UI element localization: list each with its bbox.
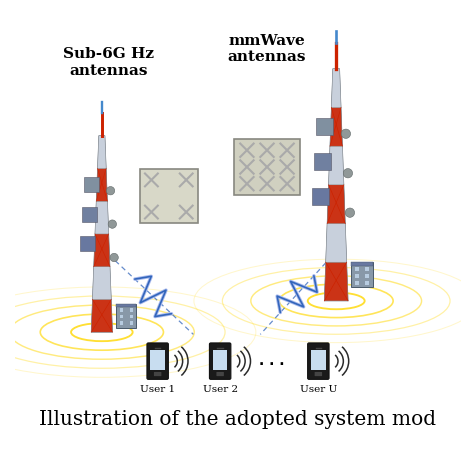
FancyBboxPatch shape: [119, 315, 123, 319]
FancyBboxPatch shape: [234, 140, 300, 195]
Text: Illustration of the adopted system mod: Illustration of the adopted system mod: [40, 409, 436, 428]
Polygon shape: [91, 136, 112, 332]
Polygon shape: [331, 69, 341, 108]
Polygon shape: [92, 267, 111, 300]
FancyBboxPatch shape: [147, 343, 169, 380]
FancyBboxPatch shape: [129, 315, 133, 319]
FancyBboxPatch shape: [116, 304, 137, 328]
FancyBboxPatch shape: [315, 372, 322, 376]
Polygon shape: [95, 202, 109, 235]
FancyBboxPatch shape: [209, 343, 231, 380]
Polygon shape: [328, 147, 344, 185]
Circle shape: [345, 208, 355, 218]
FancyBboxPatch shape: [116, 304, 137, 308]
Text: User U: User U: [300, 385, 337, 393]
Circle shape: [343, 169, 353, 179]
FancyBboxPatch shape: [314, 154, 331, 171]
FancyBboxPatch shape: [366, 281, 369, 285]
Polygon shape: [324, 262, 348, 301]
FancyBboxPatch shape: [119, 322, 123, 325]
Text: mmWave
antennas: mmWave antennas: [228, 34, 306, 64]
Circle shape: [106, 187, 115, 195]
FancyBboxPatch shape: [351, 262, 373, 266]
Text: Sub-6G Hz
antennas: Sub-6G Hz antennas: [63, 47, 154, 78]
FancyBboxPatch shape: [311, 350, 326, 370]
FancyBboxPatch shape: [213, 350, 228, 370]
FancyBboxPatch shape: [119, 308, 123, 312]
FancyBboxPatch shape: [366, 274, 369, 278]
Text: User 1: User 1: [140, 385, 175, 393]
Polygon shape: [96, 169, 108, 202]
FancyBboxPatch shape: [150, 350, 165, 370]
FancyBboxPatch shape: [82, 207, 97, 222]
FancyBboxPatch shape: [154, 372, 161, 376]
Polygon shape: [91, 300, 112, 332]
Circle shape: [108, 221, 117, 229]
FancyBboxPatch shape: [129, 308, 133, 312]
FancyBboxPatch shape: [355, 274, 359, 278]
FancyBboxPatch shape: [316, 119, 333, 136]
Text: . . .: . . .: [259, 354, 284, 368]
FancyBboxPatch shape: [129, 322, 133, 325]
Polygon shape: [94, 235, 110, 267]
Circle shape: [341, 130, 350, 139]
FancyBboxPatch shape: [307, 343, 329, 380]
FancyBboxPatch shape: [355, 267, 359, 272]
FancyBboxPatch shape: [140, 170, 198, 223]
Polygon shape: [324, 69, 348, 301]
Polygon shape: [326, 224, 347, 262]
FancyBboxPatch shape: [217, 372, 224, 376]
Circle shape: [110, 254, 119, 262]
FancyBboxPatch shape: [355, 281, 359, 285]
FancyBboxPatch shape: [366, 267, 369, 272]
FancyBboxPatch shape: [80, 237, 96, 252]
Polygon shape: [330, 108, 342, 147]
FancyBboxPatch shape: [312, 189, 329, 206]
FancyBboxPatch shape: [84, 178, 99, 193]
FancyBboxPatch shape: [351, 262, 373, 288]
Polygon shape: [327, 185, 345, 224]
Text: User 2: User 2: [203, 385, 238, 393]
Polygon shape: [98, 136, 106, 169]
